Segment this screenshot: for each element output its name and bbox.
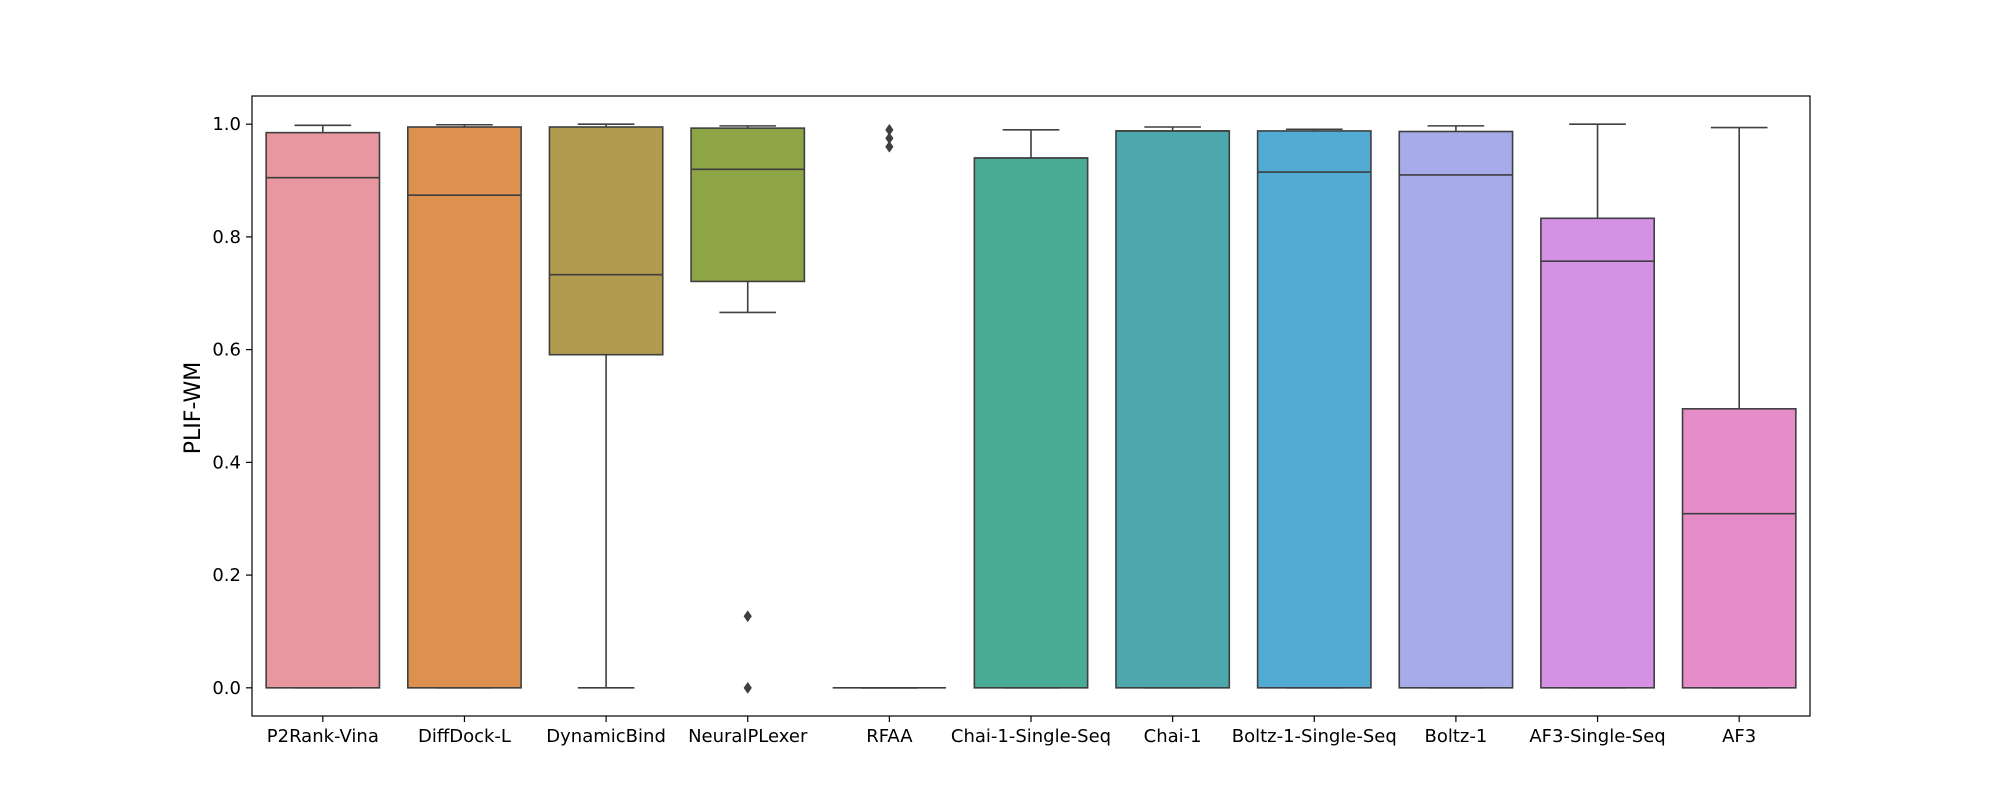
outlier-point [886, 142, 893, 152]
box-group [549, 124, 662, 688]
box [1116, 131, 1229, 688]
x-tick-label: NeuralPLexer [688, 726, 808, 747]
y-axis: 0.0 0.2 0.4 0.6 0.8 1.0 [212, 114, 252, 699]
box-group [833, 125, 946, 688]
y-tick-label: 0.6 [212, 340, 241, 361]
y-tick-label: 0.2 [212, 565, 241, 586]
x-tick-label: RFAA [866, 726, 913, 747]
x-tick-label: DiffDock-L [418, 726, 511, 747]
x-tick-label: Boltz-1 [1424, 726, 1487, 747]
outlier-point [744, 611, 751, 621]
box [974, 158, 1087, 688]
box [1683, 409, 1796, 688]
box [408, 127, 521, 688]
x-tick-label: Chai-1 [1144, 726, 1202, 747]
box-group [1258, 129, 1371, 688]
x-tick-label: Chai-1-Single-Seq [951, 726, 1111, 747]
box [1541, 218, 1654, 688]
box-group [1683, 128, 1796, 688]
box [1258, 131, 1371, 688]
x-tick-label: DynamicBind [546, 726, 666, 747]
box [1399, 132, 1512, 688]
box-group [974, 130, 1087, 688]
y-tick-label: 1.0 [212, 114, 241, 135]
x-tick-label: AF3 [1722, 726, 1756, 747]
box [549, 127, 662, 355]
box [266, 133, 379, 688]
x-axis: P2Rank-Vina DiffDock-L DynamicBind NeuralPL… [267, 716, 1756, 747]
y-tick-label: 0.4 [212, 452, 241, 473]
x-tick-label: AF3-Single-Seq [1529, 726, 1665, 747]
box [691, 128, 804, 281]
box-group [1399, 126, 1512, 688]
y-axis-title: PLIF-WM [181, 362, 206, 454]
box-group [408, 125, 521, 688]
box-group [1116, 127, 1229, 688]
x-tick-label: P2Rank-Vina [267, 726, 379, 747]
outlier-point [744, 683, 751, 693]
box-group [1541, 124, 1654, 688]
box-group [266, 125, 379, 688]
y-tick-label: 0.8 [212, 227, 241, 248]
plot-marks [266, 124, 1796, 693]
x-tick-label: Boltz-1-Single-Seq [1232, 726, 1397, 747]
box-group [691, 126, 804, 693]
y-tick-label: 0.0 [212, 678, 241, 699]
